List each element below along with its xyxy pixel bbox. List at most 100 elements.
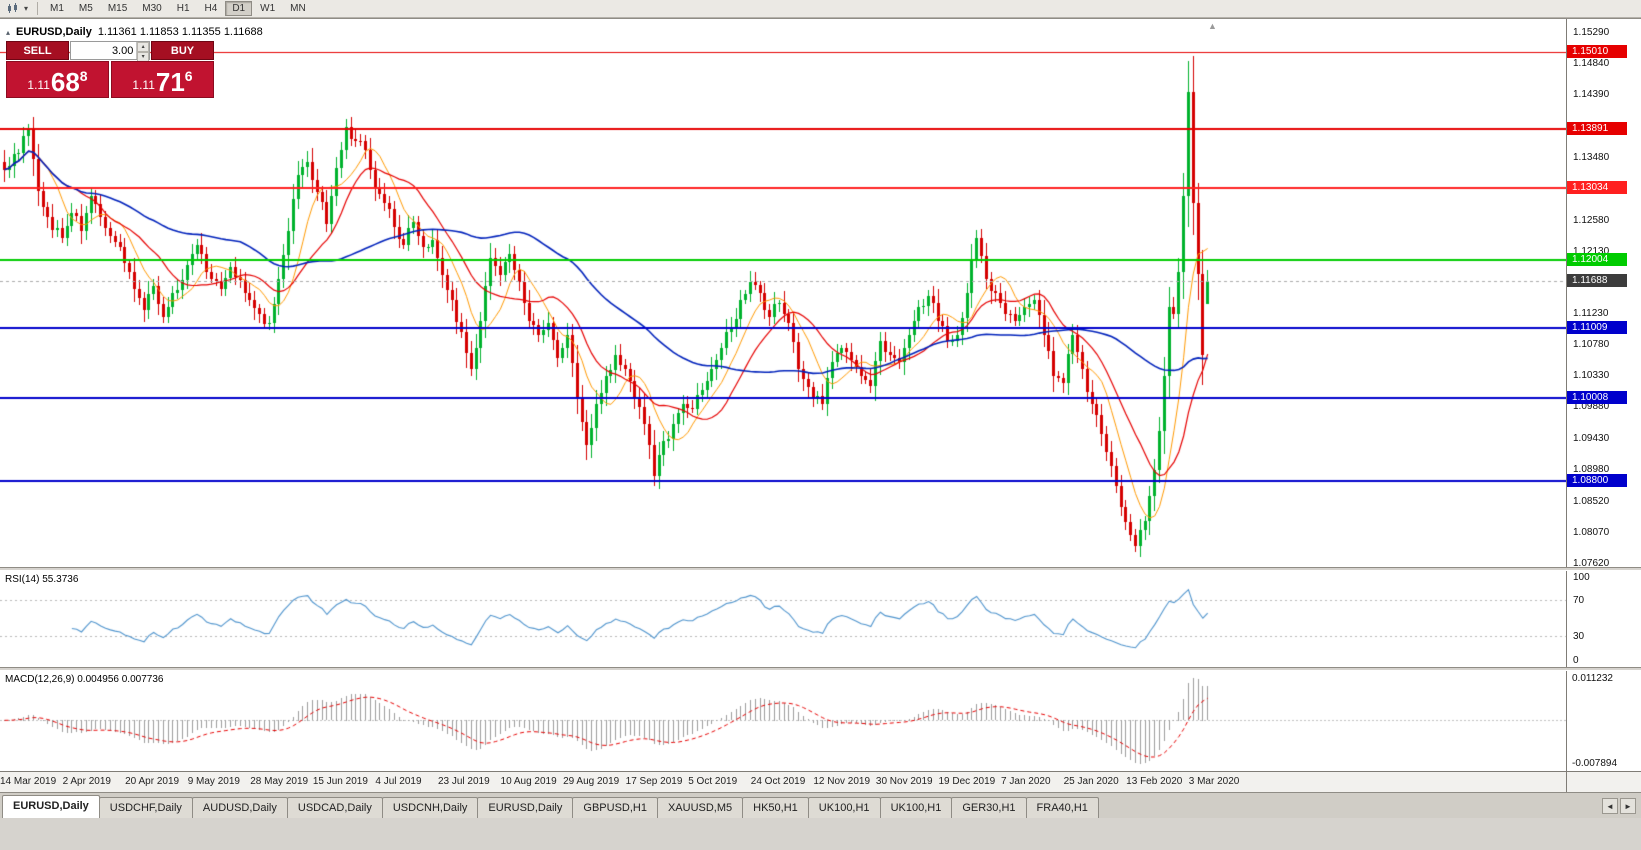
chart-tabs: EURUSD,Daily USDCHF,Daily AUDUSD,Daily USDC… [0, 793, 1099, 818]
timeframe-button-m30[interactable]: M30 [142, 3, 162, 14]
price-tick-label: 1.12130 [1573, 245, 1610, 257]
tabs-scroll-right-button[interactable]: ► [1620, 798, 1636, 814]
chart-tab-3[interactable]: USDCAD,Daily [286, 797, 383, 818]
price-tick-label: 1.09880 [1573, 401, 1610, 413]
price-tick-label: 1.14840 [1573, 58, 1610, 70]
timeframe-button-m15[interactable]: M15 [107, 3, 128, 14]
time-axis-label: 29 Aug 2019 [563, 776, 620, 787]
chart-tab-8[interactable]: HK50,H1 [742, 797, 809, 818]
time-axis-label: 25 Jan 2020 [1063, 776, 1119, 787]
chart-tab-5[interactable]: EURUSD,Daily [477, 797, 574, 818]
rsi-tick-label: 30 [1573, 630, 1585, 642]
time-axis-label: 13 Feb 2020 [1126, 776, 1183, 787]
rsi-tick-label: 70 [1573, 595, 1585, 607]
price-tick-label: 1.14390 [1573, 89, 1610, 101]
price-scale-main: 1.152901.148401.143901.139301.134801.130… [1566, 19, 1641, 567]
chart-tab-bar: EURUSD,Daily USDCHF,Daily AUDUSD,Daily USDC… [0, 792, 1641, 818]
sell-price-sup: 8 [79, 68, 88, 84]
one-click-collapse-icon[interactable]: ▴ [6, 27, 11, 37]
time-axis-label: 19 Dec 2019 [938, 776, 996, 787]
price-tick-label: 1.10330 [1573, 370, 1610, 382]
timeframe-button-m5[interactable]: M5 [78, 3, 93, 14]
timeframe-button-h1[interactable]: H1 [176, 3, 190, 14]
price-tick-label: 1.10780 [1573, 339, 1610, 351]
macd-pane: MACD(12,26,9) 0.004956 0.007736 [0, 671, 1566, 771]
lots-increase-button[interactable]: ▴ [137, 42, 149, 52]
chart-window: ▴ EURUSD,Daily 1.11361 1.11853 1.11355 1… [0, 18, 1641, 793]
time-axis-label: 5 Oct 2019 [688, 776, 738, 787]
chart-tab-9[interactable]: UK100,H1 [807, 797, 881, 818]
timeframe-button-w1[interactable]: W1 [260, 3, 276, 14]
macd-axis-max: 0.011232 [1572, 673, 1613, 684]
time-axis-label: 28 May 2019 [250, 776, 309, 787]
sell-price-display[interactable]: 1.11 68 8 [6, 61, 109, 98]
time-axis-label: 9 May 2019 [187, 776, 240, 787]
buy-price-main: 71 [155, 67, 185, 97]
main-chart-canvas[interactable] [0, 19, 1566, 567]
timeframe-button-h4[interactable]: H4 [204, 3, 218, 14]
level-price-badge: 1.12004 [1567, 252, 1627, 266]
level-price-badge: 1.15010 [1567, 44, 1627, 58]
sell-price-main: 68 [50, 67, 80, 97]
time-axis-label: 2 Apr 2019 [62, 776, 111, 787]
chart-tab-10[interactable]: UK100,H1 [879, 797, 953, 818]
price-tick-label: 1.12580 [1573, 214, 1610, 226]
chart-title-symbol: EURUSD,Daily [16, 26, 92, 38]
lots-field: ▴ ▾ [70, 41, 150, 62]
macd-axis-min: -0.007894 [1572, 758, 1618, 769]
rsi-tick-label: 100 [1573, 572, 1590, 583]
lots-input[interactable] [71, 42, 137, 59]
time-axis-label: 24 Oct 2019 [750, 776, 806, 787]
chart-tab-7[interactable]: XAUUSD,M5 [656, 797, 744, 818]
main-chart-pane: ▴ EURUSD,Daily 1.11361 1.11853 1.11355 1… [0, 19, 1566, 567]
chart-tab-6[interactable]: GBPUSD,H1 [572, 797, 658, 818]
buy-price-prefix: 1.11 [132, 78, 155, 92]
buy-price-sup: 6 [184, 68, 193, 84]
pane-splitter[interactable] [0, 667, 1641, 671]
chart-tab-4[interactable]: USDCNH,Daily [381, 797, 479, 818]
lots-spinner: ▴ ▾ [136, 42, 149, 62]
time-axis-label: 15 Jun 2019 [312, 776, 368, 787]
price-tick-label: 1.08520 [1573, 495, 1610, 507]
timeframe-buttons: M1 M5 M15 M30 H1 H4 D1 W1 MN [43, 1, 313, 16]
level-price-badge: 1.10008 [1567, 390, 1627, 404]
time-axis-label: 12 Nov 2019 [813, 776, 871, 787]
macd-scale: 0.011232 -0.007894 [1566, 671, 1641, 771]
time-axis-label: 20 Apr 2019 [125, 776, 180, 787]
chart-type-icon[interactable] [3, 1, 23, 16]
level-price-badge: 1.13891 [1567, 121, 1627, 135]
timeframe-button-m1[interactable]: M1 [50, 3, 64, 14]
toolbar-dropdown-caret-icon[interactable]: ▾ [24, 4, 29, 13]
macd-label: MACD(12,26,9) 0.004956 0.007736 [5, 674, 164, 685]
current-price-badge: 1.11688 [1567, 274, 1627, 288]
buy-button[interactable]: BUY [151, 41, 214, 60]
chart-tab-0[interactable]: EURUSD,Daily [2, 795, 100, 818]
price-tick-label: 1.08070 [1573, 526, 1610, 538]
chart-shift-marker[interactable]: ▲ [1208, 21, 1217, 31]
price-tick-label: 1.08980 [1573, 463, 1610, 475]
chart-title: ▴ EURUSD,Daily 1.11361 1.11853 1.11355 1… [6, 26, 263, 38]
chart-title-ohlc: 1.11361 1.11853 1.11355 1.11688 [97, 26, 263, 38]
time-axis-label: 30 Nov 2019 [875, 776, 933, 787]
timeframe-button-mn[interactable]: MN [290, 3, 306, 14]
sell-button[interactable]: SELL [6, 41, 69, 60]
time-axis-label: 7 Jan 2020 [1001, 776, 1051, 787]
one-click-trading-panel: SELL ▴ ▾ BUY 1.11 68 8 [6, 41, 214, 98]
chart-tab-11[interactable]: GER30,H1 [951, 797, 1027, 818]
pane-splitter[interactable] [0, 567, 1641, 571]
price-tick-label: 1.13480 [1573, 152, 1610, 164]
level-price-badge: 1.13034 [1567, 181, 1627, 195]
buy-price-display[interactable]: 1.11 71 6 [111, 61, 214, 98]
toolbar-separator [37, 2, 39, 15]
macd-canvas[interactable] [0, 671, 1566, 771]
chart-tab-12[interactable]: FRA40,H1 [1025, 797, 1099, 818]
timeframe-button-d1[interactable]: D1 [225, 1, 253, 16]
rsi-canvas[interactable] [0, 571, 1566, 667]
window-bottom-strip [0, 818, 1641, 850]
chart-tab-1[interactable]: USDCHF,Daily [98, 797, 193, 818]
chart-tab-2[interactable]: AUDUSD,Daily [191, 797, 288, 818]
time-axis-label: 10 Aug 2019 [500, 776, 557, 787]
time-axis-corner [1566, 771, 1641, 793]
tabs-scroll-left-button[interactable]: ◄ [1602, 798, 1618, 814]
